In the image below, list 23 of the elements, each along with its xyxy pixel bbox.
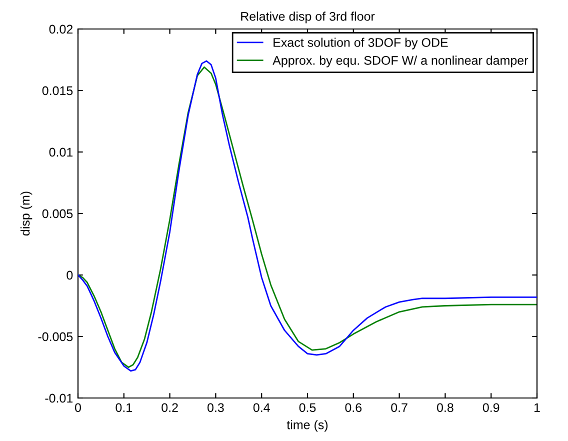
y-tick-label: 0: [66, 270, 73, 280]
x-tick-label: 1: [534, 403, 540, 412]
x-tick-label: 0.5: [299, 403, 316, 412]
y-tick-label: 0.005: [42, 209, 73, 218]
y-tick-label: 0.02: [49, 24, 73, 34]
y-tick-label: 0.015: [42, 86, 73, 96]
x-tick-label: 0.2: [162, 403, 178, 412]
legend-label: Exact solution of 3DOF by ODE: [274, 38, 448, 50]
y-axis-title: disp (m): [20, 192, 32, 236]
x-tick-label: 0.1: [116, 403, 132, 412]
x-axis-title: time (s): [286, 420, 328, 432]
x-tick-label: 0.8: [437, 403, 454, 412]
x-tick-label: 0.4: [253, 403, 270, 412]
y-tick-label: -0.005: [38, 332, 73, 342]
chart-title: Relative disp of 3rd floor: [241, 12, 375, 24]
legend-label: Approx. by equ. SDOF W/ a nonlinear damper: [272, 56, 528, 68]
x-tick-label: 0: [75, 403, 81, 412]
x-tick-label: 0.9: [482, 403, 500, 412]
x-tick-label: 0.3: [208, 403, 224, 412]
y-tick-label: -0.01: [45, 394, 73, 403]
x-tick-label: 0.6: [345, 403, 362, 412]
y-tick-label: 0.01: [49, 148, 73, 157]
x-tick-label: 0.7: [391, 403, 408, 412]
